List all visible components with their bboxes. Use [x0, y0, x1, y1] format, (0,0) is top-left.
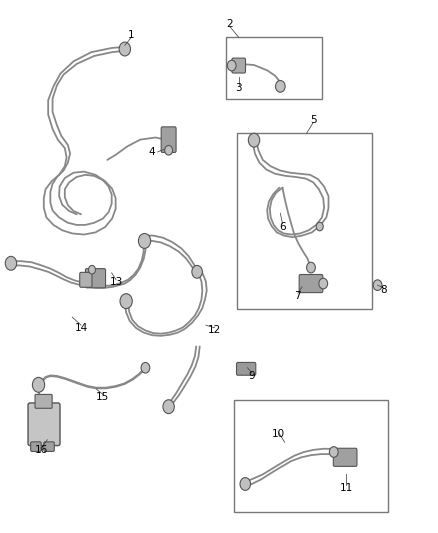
- Circle shape: [119, 42, 131, 56]
- Text: 7: 7: [294, 291, 301, 301]
- Circle shape: [316, 222, 323, 231]
- Circle shape: [307, 262, 315, 273]
- Text: 13: 13: [110, 278, 123, 287]
- Circle shape: [163, 400, 174, 414]
- Bar: [237, 133, 372, 309]
- Text: 3: 3: [235, 83, 242, 93]
- Circle shape: [248, 133, 260, 147]
- Circle shape: [192, 265, 202, 278]
- FancyBboxPatch shape: [85, 269, 106, 288]
- FancyBboxPatch shape: [80, 272, 92, 287]
- FancyBboxPatch shape: [333, 448, 357, 466]
- Circle shape: [276, 80, 285, 92]
- Text: 10: 10: [272, 430, 285, 439]
- FancyBboxPatch shape: [299, 274, 323, 293]
- Text: 1: 1: [128, 30, 135, 39]
- Text: 12: 12: [208, 326, 221, 335]
- FancyBboxPatch shape: [35, 394, 52, 408]
- Text: 11: 11: [339, 483, 353, 492]
- Circle shape: [240, 478, 251, 490]
- Circle shape: [120, 294, 132, 309]
- FancyBboxPatch shape: [161, 127, 176, 152]
- Circle shape: [227, 60, 236, 71]
- Text: 14: 14: [74, 323, 88, 333]
- Bar: [226, 37, 322, 99]
- FancyBboxPatch shape: [28, 403, 60, 446]
- Circle shape: [373, 280, 382, 290]
- FancyBboxPatch shape: [232, 58, 246, 73]
- Text: 16: 16: [35, 446, 48, 455]
- Circle shape: [88, 265, 95, 274]
- Text: 8: 8: [380, 286, 387, 295]
- Bar: [234, 400, 388, 512]
- Circle shape: [138, 233, 151, 248]
- Text: 2: 2: [226, 19, 233, 29]
- Circle shape: [329, 447, 338, 457]
- Text: 6: 6: [279, 222, 286, 231]
- Circle shape: [165, 146, 173, 155]
- FancyBboxPatch shape: [237, 362, 256, 375]
- Circle shape: [141, 362, 150, 373]
- Circle shape: [5, 256, 17, 270]
- Circle shape: [319, 278, 328, 289]
- FancyBboxPatch shape: [31, 442, 41, 451]
- Text: 4: 4: [149, 147, 155, 157]
- FancyBboxPatch shape: [44, 442, 54, 451]
- Text: 9: 9: [248, 371, 255, 381]
- Circle shape: [32, 377, 45, 392]
- Text: 5: 5: [310, 115, 317, 125]
- Text: 15: 15: [96, 392, 110, 402]
